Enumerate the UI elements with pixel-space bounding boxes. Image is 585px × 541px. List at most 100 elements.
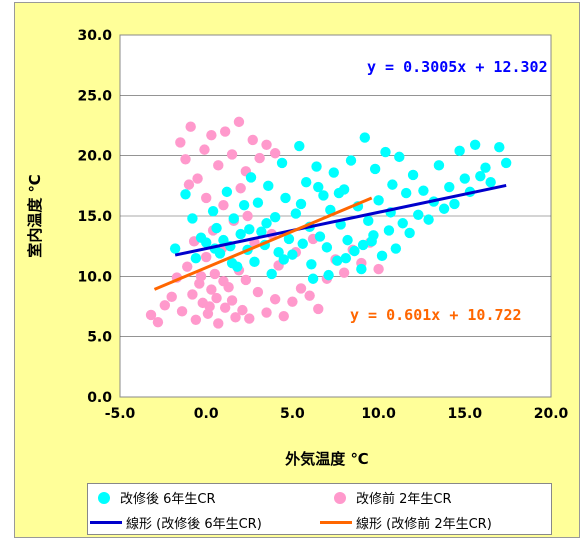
data-point [469,139,481,151]
data-point [185,121,196,132]
data-point [325,204,336,216]
trend-equation-after: y = 0.3005x + 12.302 [367,58,548,76]
data-point [190,253,202,264]
data-point [368,230,379,241]
data-point [423,214,434,225]
x-tick-label: 15.0 [448,406,483,422]
data-point [480,162,491,173]
data-point [433,160,445,171]
data-point [180,154,191,165]
legend-line-orange [320,521,352,524]
data-point [195,271,207,282]
data-point [280,192,291,204]
data-point [345,155,357,166]
data-point [318,190,329,201]
data-point [418,185,429,196]
data-point [201,237,212,248]
data-point [332,255,343,266]
data-point [176,306,188,317]
data-point [244,224,255,235]
data-point [218,234,229,246]
trendlines [153,183,507,291]
data-point [209,268,221,280]
data-point [459,173,470,184]
data-point [287,296,298,307]
trendline [153,196,373,291]
trendline [174,183,507,257]
data-point [376,250,388,262]
x-tick-label: 0.0 [194,406,219,422]
legend-item-after: 改修後 6年生CR [98,488,216,507]
x-axis-title: 外気温度 ℃ [284,450,368,468]
data-point [328,167,339,178]
data-point [295,198,307,210]
x-tick-label: -5.0 [105,406,136,422]
data-point [404,227,415,239]
x-tick-label: 20.0 [534,406,569,422]
data-point [307,273,319,284]
data-point [254,152,265,164]
data-point [485,177,496,188]
data-point [321,242,333,253]
data-point [340,253,352,264]
data-point [449,198,460,210]
legend-label: 線形 (改修前 2年生CR) [356,517,492,532]
data-point [175,137,186,148]
data-point [323,269,334,281]
data-point [287,249,298,260]
data-point [394,151,405,163]
data-point [207,205,219,217]
legend-label: 線形 (改修後 6年生CR) [126,517,262,532]
data-point [201,192,212,204]
data-point [226,149,238,160]
data-point [145,309,157,321]
data-point [237,304,248,316]
data-point [306,259,317,270]
y-tick-label: 30.0 [77,28,112,44]
data-point [206,129,217,141]
data-point [333,187,345,199]
data-point [454,145,465,157]
data-point [269,212,281,223]
data-point [235,228,246,240]
data-point [357,239,369,251]
data-point [219,302,231,313]
data-point [300,177,312,188]
data-point [233,116,245,128]
data-point [475,170,486,182]
data-point [230,312,241,323]
data-point [273,247,284,258]
data-point [204,301,215,312]
data-point [373,195,384,206]
legend-marker-cyan [98,491,110,504]
data-point [238,199,250,211]
data-point [183,179,195,190]
x-tick-label: 5.0 [280,406,305,422]
data-point [218,199,229,211]
data-point [407,169,419,181]
legend-marker-pink [334,491,346,504]
legend-item-trend-before: 線形 (改修前 2年生CR) [320,513,492,532]
data-point [187,213,198,224]
data-point [219,126,231,137]
data-point [256,226,267,237]
data-point [261,218,272,229]
data-point [226,257,238,269]
data-point [252,286,264,298]
data-point [199,144,210,155]
data-point [261,307,272,318]
data-point [269,148,281,159]
data-point [252,197,264,208]
data-point [269,294,281,305]
data-point [349,245,360,257]
data-point [182,261,193,272]
y-tick-label: 25.0 [77,88,112,104]
trend-equation-before: y = 0.601x + 10.722 [350,306,522,324]
data-point [245,172,257,183]
data-point [304,290,315,301]
data-point [500,157,512,169]
data-point [187,289,198,300]
legend-label: 改修前 2年生CR [356,492,452,507]
data-point [221,186,233,198]
